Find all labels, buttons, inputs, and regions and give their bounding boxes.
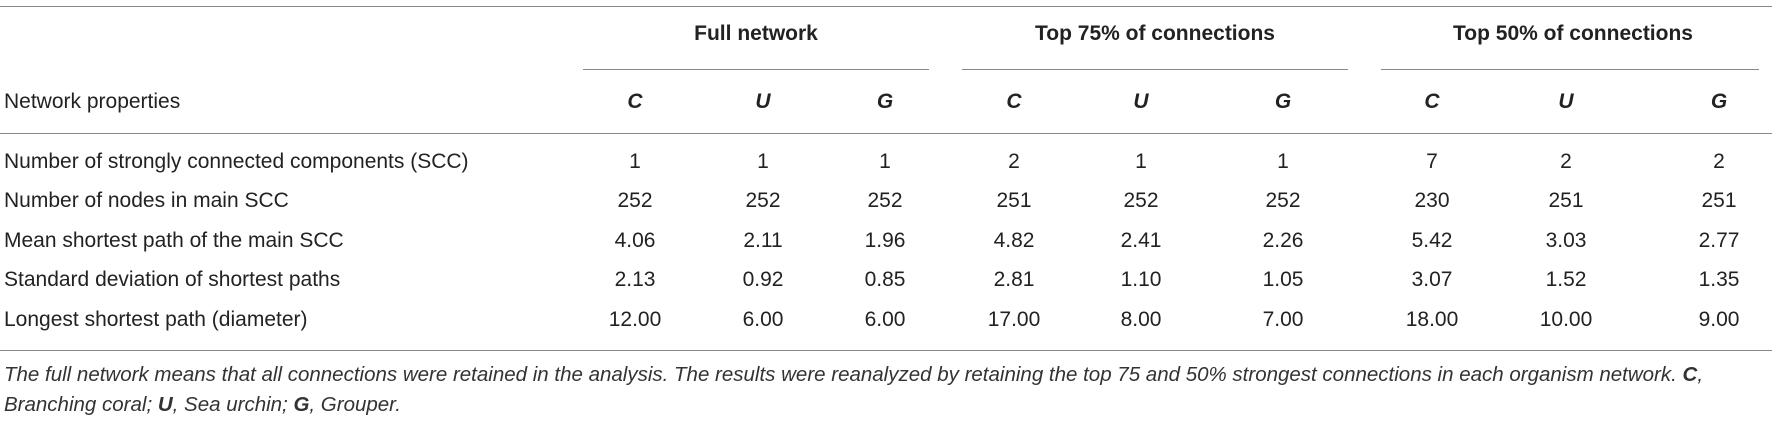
bottom-rule <box>0 350 1772 351</box>
cell: 2.81 <box>993 268 1035 291</box>
legend-text: , Branching coral; <box>4 363 1704 416</box>
footnote-text: The full network means that all connecti… <box>4 363 1677 386</box>
cell: 9.00 <box>1698 308 1740 331</box>
cell: 1 <box>757 150 769 173</box>
footnote: The full network means that all connecti… <box>4 360 1768 420</box>
legend-text: , Grouper. <box>309 393 401 416</box>
legend-symbol: G <box>293 393 310 416</box>
cell: 252 <box>1265 189 1301 212</box>
cell: 12.00 <box>608 308 662 331</box>
column-header: G <box>876 90 894 113</box>
cell: 251 <box>1701 189 1737 212</box>
cell: 4.06 <box>614 229 656 252</box>
cell: 252 <box>617 189 653 212</box>
cell: 1 <box>1277 150 1289 173</box>
group-rule <box>1381 69 1759 70</box>
top-rule <box>0 6 1772 7</box>
row-label: Number of strongly connected components … <box>4 150 469 173</box>
cell: 2 <box>1713 150 1725 173</box>
cell: 1.05 <box>1262 268 1304 291</box>
cell: 4.82 <box>993 229 1035 252</box>
column-header: U <box>1558 90 1574 113</box>
row-label: Number of nodes in main SCC <box>4 189 289 212</box>
row-label: Longest shortest path (diameter) <box>4 308 308 331</box>
cell: 252 <box>745 189 781 212</box>
cell: 0.92 <box>742 268 784 291</box>
cell: 230 <box>1414 189 1450 212</box>
cell: 3.07 <box>1411 268 1453 291</box>
cell: 5.42 <box>1411 229 1453 252</box>
cell: 6.00 <box>742 308 784 331</box>
cell: 251 <box>996 189 1032 212</box>
cell: 7.00 <box>1262 308 1304 331</box>
cell: 2.41 <box>1120 229 1162 252</box>
group-rule <box>962 69 1348 70</box>
group-header: Top 50% of connections <box>1453 22 1693 45</box>
cell: 7 <box>1426 150 1438 173</box>
cell: 2.11 <box>743 229 783 252</box>
column-header: C <box>627 90 643 113</box>
row-label: Mean shortest path of the main SCC <box>4 229 344 252</box>
column-header: C <box>1006 90 1022 113</box>
column-header: G <box>1274 90 1292 113</box>
cell: 17.00 <box>987 308 1041 331</box>
column-header: C <box>1424 90 1440 113</box>
cell: 1.35 <box>1698 268 1740 291</box>
cell: 10.00 <box>1539 308 1593 331</box>
header-rule <box>0 133 1772 134</box>
legend-symbol: C <box>1682 363 1698 386</box>
group-rule <box>583 69 929 70</box>
cell: 1.10 <box>1120 268 1162 291</box>
column-header: G <box>1710 90 1728 113</box>
cell: 2 <box>1008 150 1020 173</box>
cell: 1 <box>1135 150 1147 173</box>
group-header: Full network <box>694 22 818 45</box>
group-header: Top 75% of connections <box>1035 22 1275 45</box>
cell: 1.96 <box>864 229 906 252</box>
cell: 0.85 <box>864 268 906 291</box>
cell: 2.26 <box>1262 229 1304 252</box>
cell: 6.00 <box>864 308 906 331</box>
cell: 3.03 <box>1545 229 1587 252</box>
row-header: Network properties <box>4 90 181 113</box>
cell: 1 <box>629 150 641 173</box>
cell: 18.00 <box>1405 308 1459 331</box>
cell: 2 <box>1560 150 1572 173</box>
column-header: U <box>1133 90 1149 113</box>
row-label: Standard deviation of shortest paths <box>4 268 341 291</box>
cell: 1.52 <box>1545 268 1587 291</box>
cell: 252 <box>867 189 903 212</box>
cell: 2.77 <box>1698 229 1740 252</box>
cell: 251 <box>1548 189 1584 212</box>
cell: 252 <box>1123 189 1159 212</box>
legend-text: , Sea urchin; <box>172 393 288 416</box>
legend-symbol: U <box>157 393 173 416</box>
cell: 8.00 <box>1120 308 1162 331</box>
cell: 1 <box>879 150 891 173</box>
cell: 2.13 <box>614 268 656 291</box>
column-header: U <box>755 90 771 113</box>
